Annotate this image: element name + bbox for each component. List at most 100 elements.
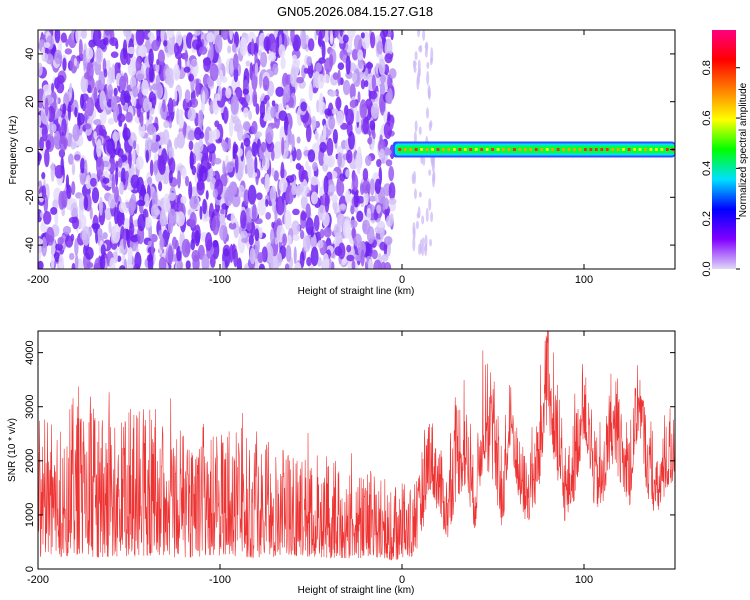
spectrogram-cell — [336, 180, 345, 197]
spectrogram-cell — [349, 83, 356, 101]
spectrogram-cell — [344, 190, 351, 204]
x-tick-label: 0 — [399, 274, 405, 286]
signal-band-peak — [545, 148, 549, 151]
snr-y-ticks: 0 1000 2000 3000 4000 — [24, 340, 675, 572]
spectrogram-cell — [299, 178, 309, 198]
signal-band-peak — [616, 148, 620, 151]
spectrogram-cell — [168, 120, 172, 129]
spectrogram-cell — [192, 254, 200, 269]
spectrogram-cell — [190, 59, 198, 67]
spectrogram-signal-band — [392, 141, 675, 158]
spectrogram-cell — [249, 247, 256, 265]
spectrogram-cell — [286, 234, 292, 246]
signal-band-peak — [518, 148, 522, 151]
spectrogram-cell — [85, 174, 92, 190]
spectrogram-cell — [38, 238, 44, 245]
spectrogram-cell — [191, 230, 196, 244]
spectrogram-cell — [103, 68, 108, 78]
spectrogram-cell — [264, 173, 271, 193]
spectrogram-cell — [412, 236, 416, 252]
spectrogram-cell — [38, 127, 41, 141]
spectrogram-cell — [431, 163, 435, 173]
signal-band-peak — [551, 148, 555, 151]
spectrogram-cell — [230, 95, 239, 115]
snr-y-axis-label: SNR (10 * v/v) — [7, 418, 18, 482]
spectrogram-cell — [273, 170, 279, 182]
spectrogram-cell — [388, 166, 395, 182]
spectrogram-cell — [115, 167, 119, 186]
spectrogram-cell — [243, 107, 249, 118]
spectrogram-cell — [292, 234, 300, 241]
spectrogram-cell — [188, 181, 193, 200]
spectrogram-cell — [296, 136, 301, 144]
spectrogram-cell — [52, 199, 59, 210]
spectrogram-cell — [264, 94, 270, 102]
spectrogram-cell — [206, 32, 215, 43]
spectrogram-cell — [413, 60, 417, 67]
spectrogram-cell — [181, 166, 187, 180]
spectrogram-cell — [418, 126, 422, 136]
spectrogram-cell — [56, 110, 63, 117]
spectrogram-cell — [203, 58, 211, 73]
signal-band-peak — [627, 148, 631, 151]
spectrogram-cell — [114, 207, 119, 225]
spectrogram-cell — [418, 243, 422, 256]
spectrogram-cell — [97, 30, 102, 40]
spectrogram-cell — [323, 153, 329, 165]
spectrogram-cell — [124, 170, 129, 181]
spectrogram-cell — [177, 170, 181, 189]
spectrogram-cell — [117, 157, 123, 168]
spectrogram-cell — [273, 141, 283, 156]
spectrogram-cell — [342, 219, 352, 239]
spectrogram-cell — [194, 230, 201, 247]
spectrogram-cell — [354, 110, 362, 123]
spectrogram-cell — [370, 102, 380, 119]
spectrogram-x-ticks: -200 -100 0 100 — [27, 30, 593, 286]
spectrogram-cell — [205, 232, 213, 252]
spectrogram-cell — [259, 100, 266, 119]
spectrogram-cell — [325, 213, 330, 225]
spectrogram-cell — [157, 82, 162, 98]
spectrogram-cell — [330, 261, 335, 269]
spectrogram-cell — [295, 148, 302, 161]
spectrogram-cell — [108, 149, 114, 157]
spectrogram-cell — [313, 214, 320, 232]
spectrogram-cell — [240, 230, 248, 239]
spectrogram-cell — [368, 90, 378, 100]
colorbar-tick-label: 0.6 — [701, 110, 713, 125]
spectrogram-cell — [144, 193, 150, 208]
spectrogram-cell — [321, 40, 326, 60]
spectrogram-cell — [117, 113, 126, 123]
spectrogram-cell — [345, 169, 350, 178]
spectrogram-cell — [257, 49, 262, 56]
spectrogram-cell — [384, 235, 393, 246]
signal-band-peak — [578, 148, 582, 151]
spectrogram-cell — [114, 185, 119, 203]
spectrogram-cell — [130, 235, 139, 243]
spectrogram-cell — [374, 178, 381, 194]
x-tick-label: -100 — [209, 574, 231, 586]
spectrogram-cell — [267, 53, 277, 62]
spectrogram-cell — [184, 89, 191, 103]
spectrogram-cell — [128, 149, 132, 169]
spectrogram-cell — [41, 171, 46, 180]
spectrogram-cell — [278, 177, 288, 193]
spectrogram-cell — [58, 148, 66, 158]
spectrogram-cell — [360, 32, 365, 39]
spectrogram-cell — [238, 97, 246, 105]
signal-band-peak — [529, 148, 533, 151]
y-tick-label: -40 — [24, 237, 36, 253]
spectrogram-cell — [379, 134, 383, 146]
spectrogram-cell — [149, 63, 154, 82]
spectrogram-cell — [195, 43, 201, 51]
spectrogram-cell — [424, 242, 428, 257]
spectrogram-cell — [138, 45, 148, 57]
spectrogram-cell — [245, 94, 251, 103]
spectrogram-cell — [78, 194, 86, 211]
spectrogram-cell — [233, 53, 239, 70]
spectrogram-cell — [79, 174, 86, 186]
spectrogram-cell — [258, 72, 263, 89]
signal-band-peak — [458, 148, 462, 151]
spectrogram-cell — [138, 121, 146, 138]
spectrogram-cell — [215, 93, 221, 101]
